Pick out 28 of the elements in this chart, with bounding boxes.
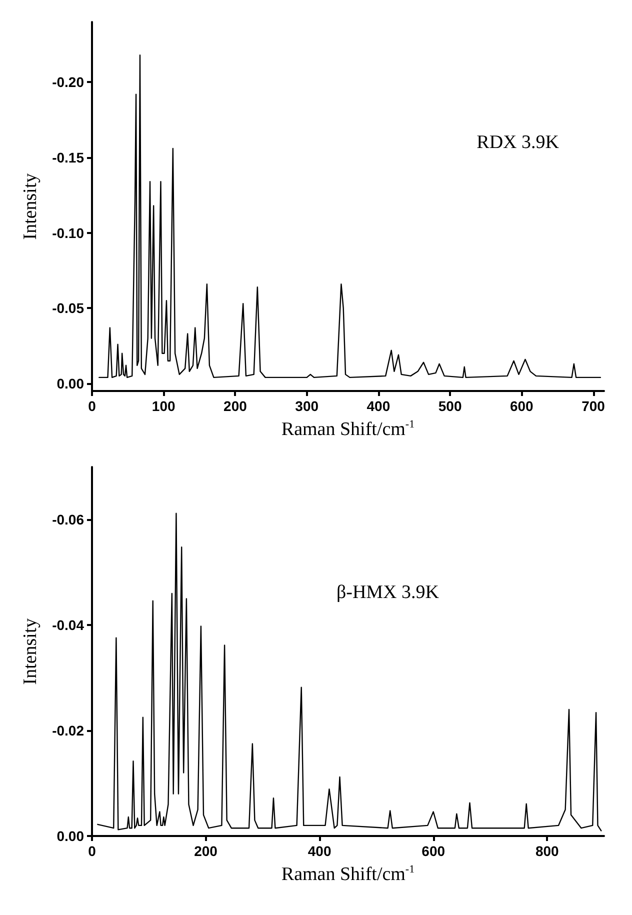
x-tick-label: 200 [224, 398, 248, 414]
x-tick-label: 400 [366, 398, 390, 414]
x-tick-label: 400 [308, 843, 332, 859]
x-tick-label: 600 [422, 843, 446, 859]
x-tick-label: 0 [88, 843, 96, 859]
x-tick-label: 500 [438, 398, 462, 414]
x-tick-label: 100 [152, 398, 176, 414]
y-tick-label: -0.04 [52, 617, 84, 634]
x-tick-label: 600 [510, 398, 534, 414]
line-series [97, 512, 602, 832]
line-series [98, 54, 602, 378]
y-tick-label: -0.20 [52, 74, 84, 90]
y-tick-label: -0.10 [52, 224, 84, 241]
x-tick-label: 800 [535, 843, 560, 859]
y-tick-label: -0.02 [52, 722, 84, 739]
y-tick-label: 0.00 [56, 828, 84, 844]
y-tick-label: 0.00 [56, 375, 84, 392]
y-tick-label: -0.06 [52, 512, 84, 528]
y-tick-label: -0.15 [52, 150, 84, 166]
y-axis-title: Intensity [20, 172, 41, 240]
x-tick-label: 0 [88, 398, 96, 414]
text: β-HMX 3.9K [336, 582, 440, 603]
text: RDX 3.9K [476, 132, 560, 153]
x-tick-label: 700 [582, 398, 606, 414]
x-tick-label: 300 [295, 398, 319, 414]
x-tick-label: 200 [194, 843, 218, 859]
y-axis-title: Intensity [20, 618, 41, 685]
y-tick-label: -0.05 [52, 300, 84, 316]
